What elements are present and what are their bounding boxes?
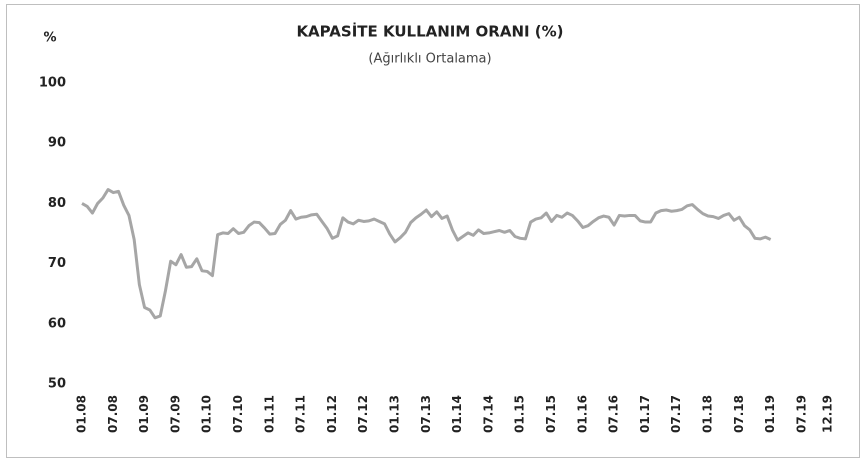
- y-tick-label: 90: [48, 136, 66, 151]
- series-line: [81, 188, 772, 320]
- x-tick-label: 07.09: [168, 395, 182, 433]
- x-tick-label: 01.11: [262, 395, 276, 433]
- x-tick-label: 01.14: [450, 395, 464, 433]
- x-tick-label: 07.08: [106, 395, 120, 433]
- y-tick-label: 100: [39, 76, 66, 91]
- x-tick-label: 07.14: [481, 395, 495, 433]
- x-tick-label: 07.16: [607, 395, 621, 433]
- x-tick-label: 07.18: [732, 395, 746, 433]
- x-tick-label: 01.15: [513, 395, 527, 433]
- chart-title: KAPASİTE KULLANIM ORANI (%): [296, 22, 563, 41]
- frame: [6, 4, 860, 458]
- y-tick-label: 80: [48, 196, 66, 211]
- y-tick-label: 60: [48, 316, 66, 331]
- chart-subtitle: (Ağırlıklı Ortalama): [368, 52, 491, 67]
- x-tick-label: 01.10: [200, 395, 214, 433]
- x-tick-label: 07.12: [356, 395, 370, 433]
- x-tick-label: 01.16: [575, 395, 589, 433]
- y-tick-label: 70: [48, 256, 66, 271]
- x-tick-label: 07.19: [794, 395, 808, 433]
- x-tick-label: 07.15: [544, 395, 558, 433]
- x-tick-label: 01.17: [638, 395, 652, 433]
- x-tick-label: 01.18: [701, 395, 715, 433]
- x-tick-label: 07.11: [294, 395, 308, 433]
- x-tick-label: 01.08: [75, 395, 89, 433]
- y-tick-label: 50: [48, 377, 66, 392]
- x-tick-label: 07.17: [669, 395, 683, 433]
- x-tick-label: 07.10: [231, 395, 245, 433]
- x-tick-label: 07.13: [419, 395, 433, 433]
- x-tick-label: 01.12: [325, 395, 339, 433]
- x-tick-label: 01.09: [137, 395, 151, 433]
- x-tick-label: 01.19: [763, 395, 777, 433]
- x-tick-label: 12.19: [821, 395, 835, 433]
- x-tick-label: 01.13: [388, 395, 402, 433]
- y-axis-label: %: [43, 31, 56, 46]
